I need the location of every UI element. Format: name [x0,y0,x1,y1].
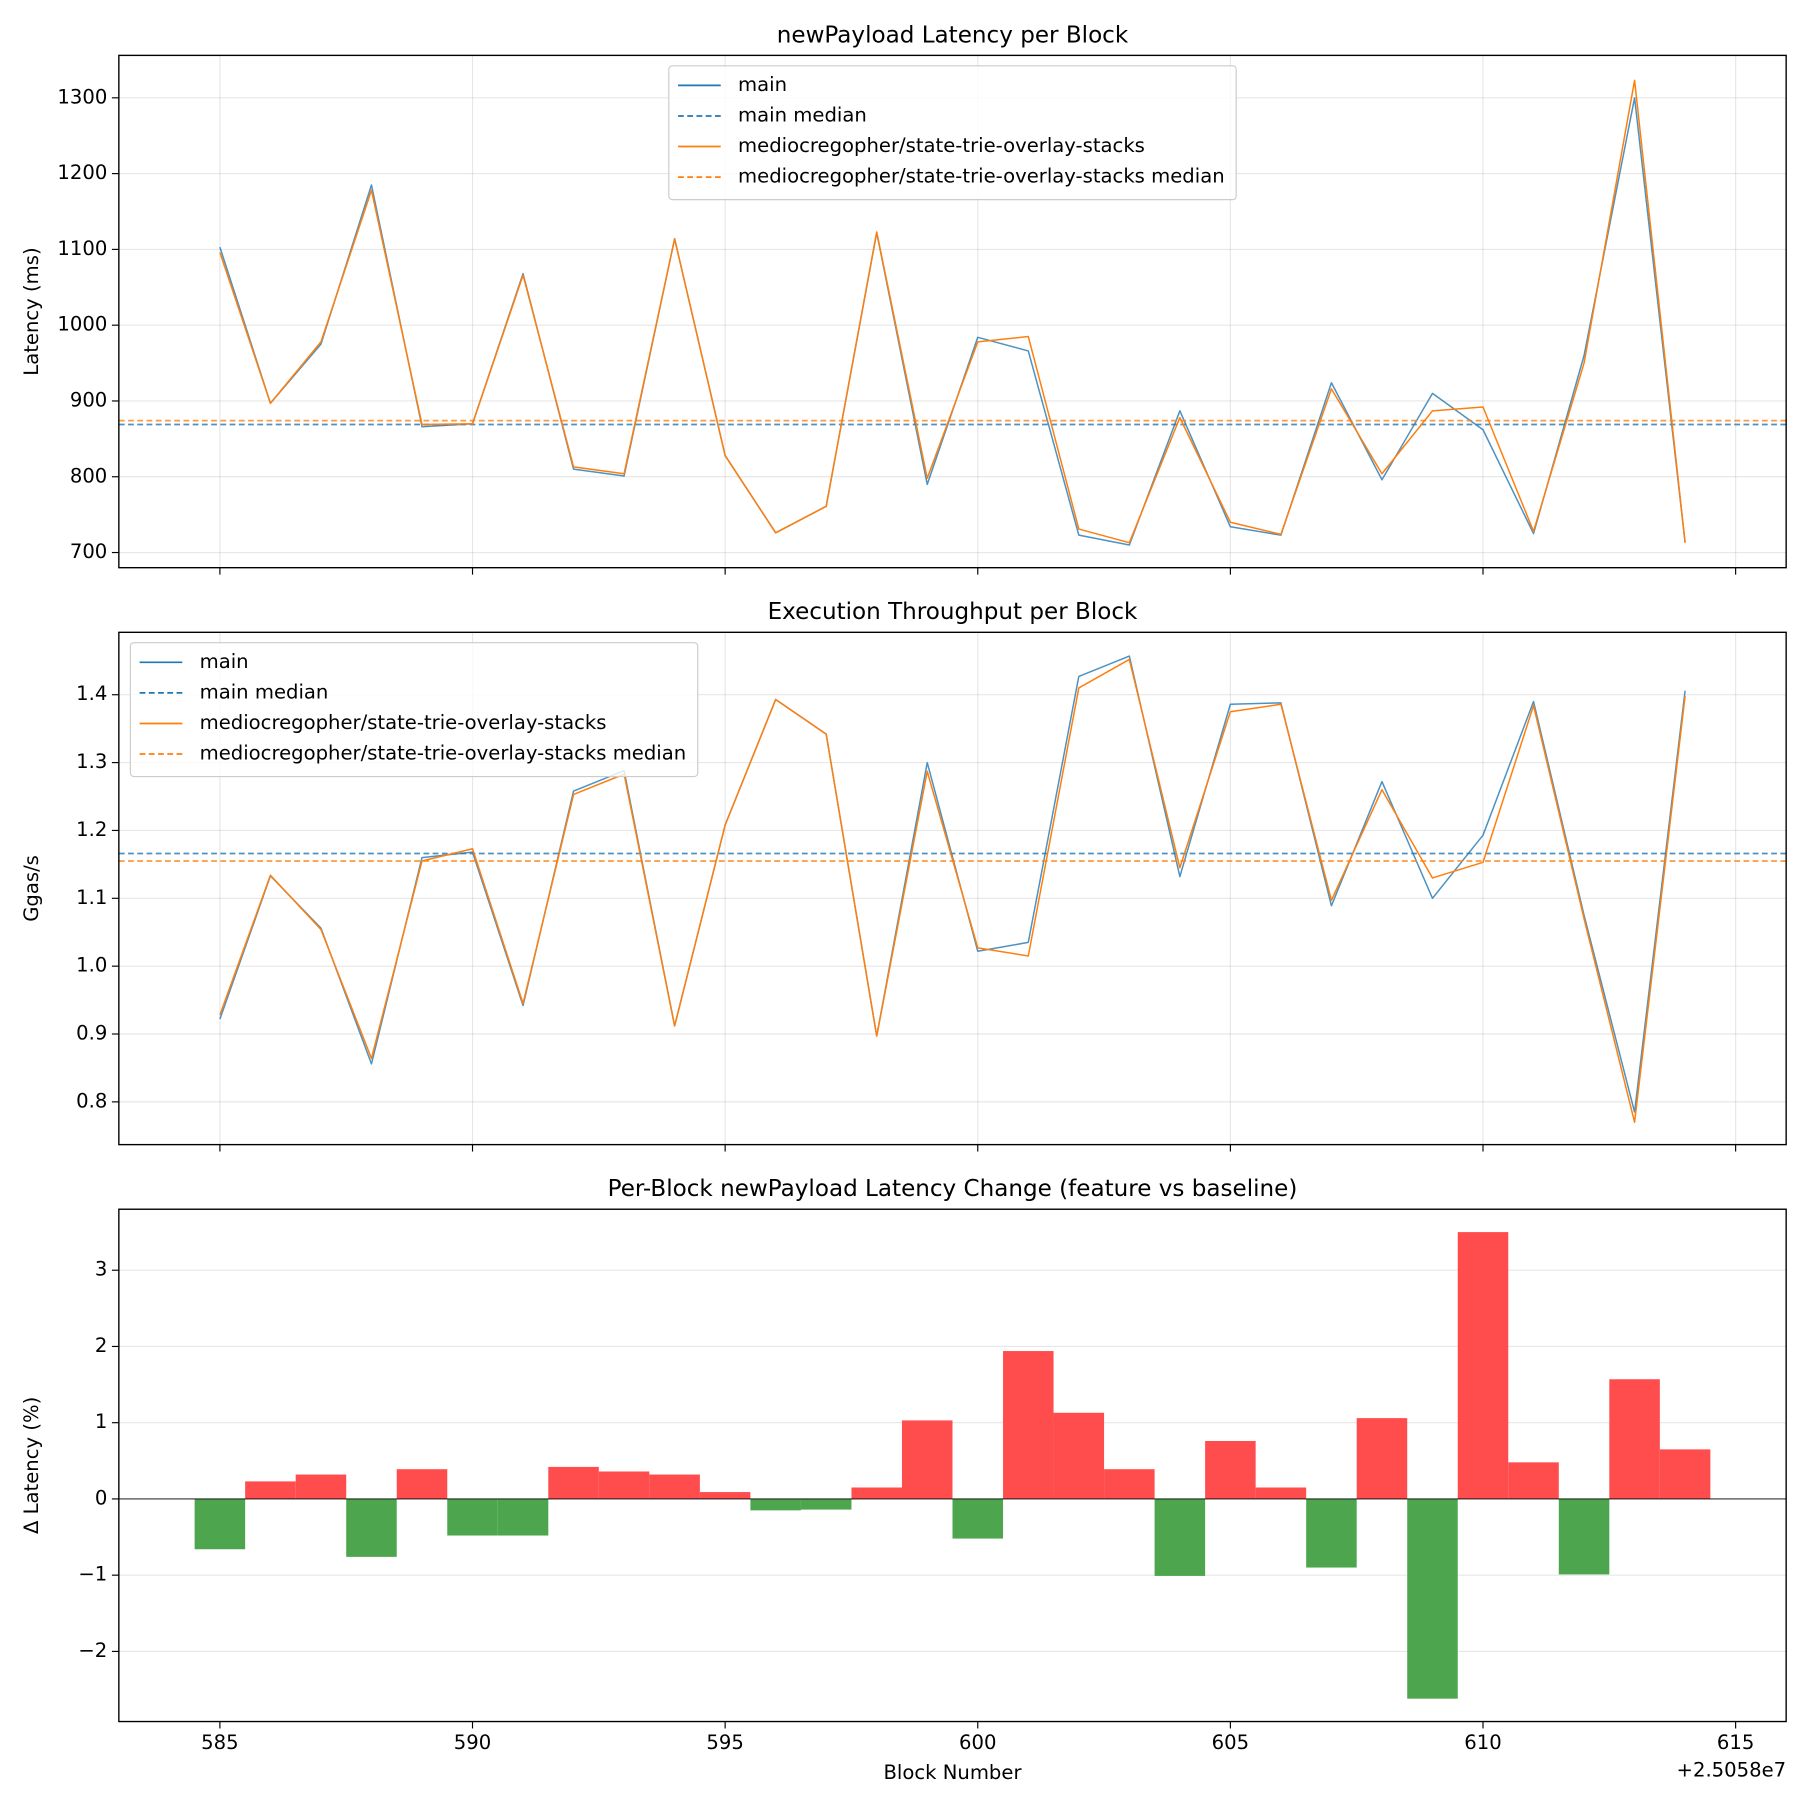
y-tick-label: 1.0 [76,954,107,977]
bar [1306,1498,1357,1568]
y-tick-label: 700 [70,540,107,563]
bar [1558,1498,1610,1575]
bar [1104,1469,1155,1499]
bar [1457,1232,1509,1499]
legend: main main median mediocregopher/state-trie… [668,65,1237,201]
bar [245,1481,296,1499]
y-tick-label: 0.8 [76,1089,107,1112]
x-axis-label: Block Number [883,1761,1022,1784]
subplot: 700 800 900 1000 1100 1200 1300 newPayload Late… [20,22,1787,575]
y-axis-label: Δ Latency (%) [20,1397,43,1534]
legend-label: mediocregopher/state-trie-overlay-stacks [200,711,607,734]
x-offset-label: +2.5058e7 [1677,1759,1787,1782]
x-tick-label: 610 [1464,1731,1501,1754]
bar [1508,1462,1559,1499]
axes-frame [118,631,1787,1146]
y-tick-label: 1300 [57,85,107,108]
y-axis-label: Latency (ms) [20,247,43,375]
bar [1659,1449,1711,1499]
y-tick-label: 0.9 [76,1022,107,1045]
y-tick-label: 1100 [57,237,107,260]
subplot: −2 −1 0 1 2 3 585 590 595 600 605 610 615 Per-Block n… [20,1176,1787,1784]
legend-label: main median [200,680,329,703]
y-tick-label: 1.4 [76,682,107,705]
y-tick-label: 900 [70,388,107,411]
y-tick-label: 1200 [57,161,107,184]
x-tick-label: 600 [959,1731,996,1754]
bar [1154,1498,1206,1576]
bar [1053,1412,1105,1499]
bar [1003,1351,1054,1499]
bar [750,1498,801,1511]
y-tick-label: 1.2 [76,818,107,841]
legend: main main median mediocregopher/state-trie… [129,642,699,778]
y-tick-label: 0 [95,1486,107,1509]
bar [851,1487,902,1499]
x-tick-label: 595 [706,1731,743,1754]
chart-title: Per-Block newPayload Latency Change (fea… [608,1176,1298,1202]
axes-frame [118,1208,1787,1723]
axes-frame [118,54,1787,569]
y-tick-label: 3 [95,1258,107,1281]
bar [1205,1440,1256,1499]
legend-label: main [738,73,787,96]
legend-frame [129,642,699,778]
y-tick-label: −2 [78,1639,107,1662]
legend-label: mediocregopher/state-trie-overlay-stacks… [738,165,1225,188]
bar [396,1469,448,1499]
data-line [219,79,1686,544]
bar [952,1498,1004,1539]
bar [901,1420,953,1499]
legend-frame [668,65,1237,201]
bar [800,1498,852,1510]
bar [447,1498,498,1536]
bar [295,1474,347,1499]
bar [548,1466,599,1499]
bar [1356,1418,1408,1499]
chart-title: Execution Throughput per Block [768,599,1138,625]
y-tick-label: 1000 [57,313,107,336]
x-tick-label: 605 [1212,1731,1249,1754]
bar [497,1498,549,1536]
bar [699,1492,751,1499]
bar [1609,1379,1660,1499]
bar [346,1498,397,1557]
legend-label: main [200,650,249,673]
x-tick-label: 585 [201,1731,238,1754]
x-tick-label: 590 [454,1731,491,1754]
bar [598,1471,650,1499]
y-tick-label: 2 [95,1334,107,1357]
y-tick-label: 800 [70,464,107,487]
bar [649,1474,700,1499]
bar [194,1498,246,1550]
bar [1255,1487,1307,1499]
legend-label: main median [738,103,867,126]
y-tick-label: 1.1 [76,886,107,909]
data-line [219,658,1686,1123]
chart-title: newPayload Latency per Block [777,22,1129,48]
y-axis-label: Ggas/s [20,855,43,922]
bar [1407,1498,1458,1699]
x-tick-label: 615 [1717,1731,1754,1754]
legend-label: mediocregopher/state-trie-overlay-stacks [738,134,1145,157]
legend-label: mediocregopher/state-trie-overlay-stacks… [200,742,687,765]
y-tick-label: −1 [78,1563,107,1586]
y-tick-label: 1 [95,1410,107,1433]
y-tick-label: 1.3 [76,750,107,773]
subplot: 0.8 0.9 1.0 1.1 1.2 1.3 1.4 Execution Throughpu… [20,599,1787,1152]
